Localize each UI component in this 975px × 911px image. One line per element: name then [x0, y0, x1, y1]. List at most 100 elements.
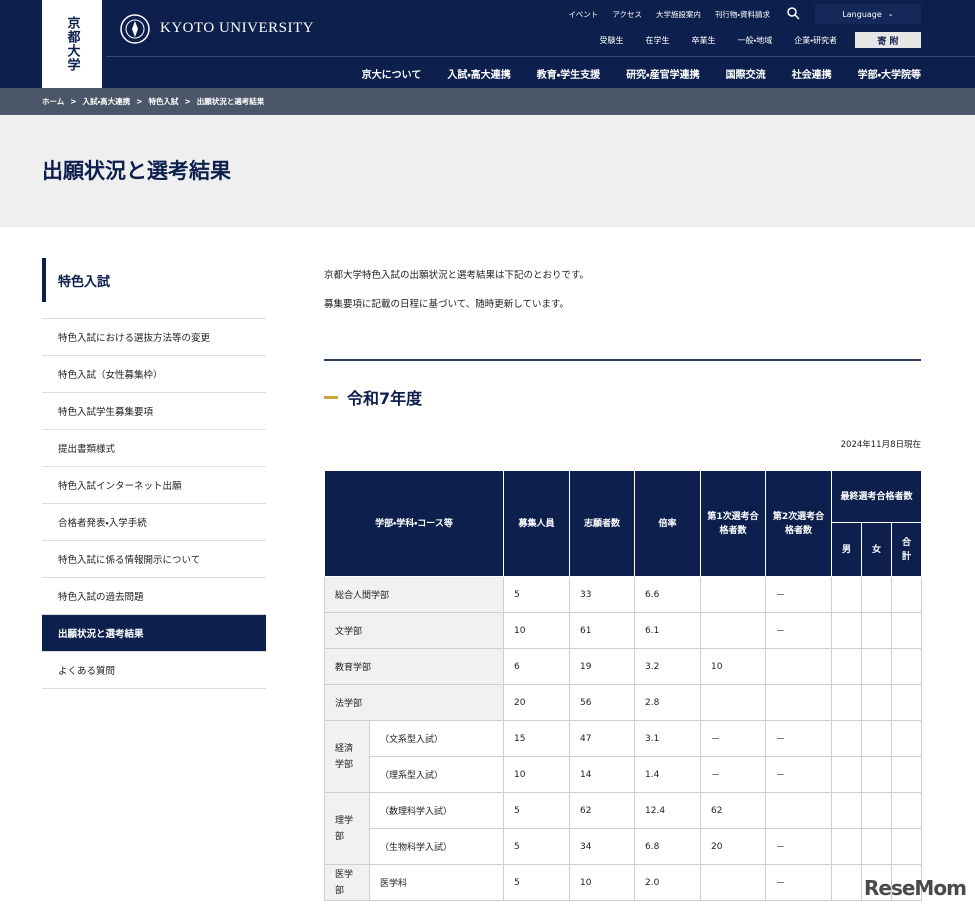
audience-link[interactable]: 受験生: [599, 36, 624, 45]
breadcrumb-item[interactable]: ホーム: [42, 97, 65, 106]
table-cell: [891, 648, 923, 685]
table-cell: －: [765, 864, 833, 901]
table-cell: [891, 612, 923, 649]
column-header: 倍率: [634, 470, 702, 577]
audience-link[interactable]: 企業・研究者: [794, 36, 837, 45]
table-cell: [831, 720, 863, 757]
table-cell: 3.1: [634, 720, 702, 757]
sidebar-item[interactable]: 特色入試（女性募集枠）: [42, 356, 266, 393]
sidebar-item[interactable]: 特色入試の過去問題: [42, 578, 266, 615]
sidebar-item[interactable]: 特色入試における選抜方法等の変更: [42, 319, 266, 356]
table-cell: 10: [700, 648, 767, 685]
sidebar-item[interactable]: 特色入試インターネット出願: [42, 467, 266, 504]
course-cell: （文系型入試）: [368, 720, 505, 757]
table-cell: 14: [569, 756, 636, 793]
nav-link[interactable]: 入試・高大連携: [447, 70, 511, 81]
table-cell: 19: [569, 648, 636, 685]
sidebar-item[interactable]: 合格者発表・入学手続: [42, 504, 266, 541]
table-cell: －: [765, 756, 833, 793]
column-header: 第1次選考合格者数: [700, 470, 767, 577]
table-cell: －: [765, 828, 833, 865]
table-cell: 15: [503, 720, 571, 757]
table-cell: [861, 828, 893, 865]
table-cell: 47: [569, 720, 636, 757]
table-cell: [861, 576, 893, 613]
faculty-cell: 理学部: [324, 792, 370, 865]
table-cell: [700, 864, 767, 901]
table-cell: [891, 756, 923, 793]
course-cell: （数理科学入試）: [368, 792, 505, 829]
table-cell: 61: [569, 612, 636, 649]
as-of-date: 2024年11月8日現在: [840, 440, 921, 450]
table-cell: [831, 792, 863, 829]
breadcrumb-item[interactable]: 入試・高大連携: [82, 97, 131, 106]
table-cell: [831, 612, 863, 649]
table-cell: 5: [503, 828, 571, 865]
course-cell: （理系型入試）: [368, 756, 505, 793]
audience-links: 受験生 在学生 卒業生 一般・地域 企業・研究者: [600, 35, 837, 46]
breadcrumb-item: 出願状況と選考結果: [196, 97, 265, 106]
table-cell: [861, 648, 893, 685]
top-link[interactable]: アクセス: [612, 10, 642, 19]
column-header: 最終選考合格者数: [831, 470, 923, 523]
table-cell: 5: [503, 864, 571, 901]
nav-link[interactable]: 学部・大学院等: [857, 70, 921, 81]
sidebar-item[interactable]: 出願状況と選考結果: [42, 615, 266, 652]
breadcrumb-item[interactable]: 特色入試: [148, 97, 179, 106]
top-link[interactable]: 刊行物・資料請求: [714, 10, 770, 19]
table-cell: [861, 792, 893, 829]
header-row: 男女合計: [325, 522, 923, 577]
table-cell: [831, 648, 863, 685]
logo[interactable]: 京都大学: [42, 0, 102, 88]
sidebar-item[interactable]: 特色入試学生募集要項: [42, 393, 266, 430]
table-cell: －: [765, 576, 833, 613]
table-cell: 2.0: [634, 864, 702, 901]
course-cell: 医学科: [368, 864, 505, 901]
table-cell: [861, 720, 893, 757]
sidebar-item[interactable]: 特色入試に係る情報開示について: [42, 541, 266, 578]
table-cell: [861, 684, 893, 721]
nav-link[interactable]: 国際交流: [725, 70, 766, 81]
table-cell: 3.2: [634, 648, 702, 685]
breadcrumb: ホーム > 入試・高大連携 > 特色入試 > 出願状況と選考結果: [0, 88, 975, 115]
audience-link[interactable]: 在学生: [645, 36, 670, 45]
sidebar-item[interactable]: 提出書類様式: [42, 430, 266, 467]
table-cell: 34: [569, 828, 636, 865]
table-cell: 56: [569, 684, 636, 721]
nav-link[interactable]: 研究・産官学連携: [626, 70, 700, 81]
audience-link[interactable]: 一般・地域: [737, 36, 773, 45]
donate-button[interactable]: 寄 附: [855, 32, 921, 48]
site-header: 京都大学 KYOTO UNIVERSITY イベント アクセス 大学施設案内 刊行物・…: [0, 0, 975, 88]
nav-link[interactable]: 京大について: [361, 70, 422, 81]
watermark: ReseMom: [864, 876, 967, 900]
table-cell: 6.1: [634, 612, 702, 649]
table-cell: [700, 612, 767, 649]
divider: [324, 359, 921, 361]
top-link[interactable]: イベント: [568, 10, 599, 19]
faculty-cell: 文学部: [323, 612, 505, 649]
top-link[interactable]: 大学施設案内: [655, 10, 701, 19]
table-cell: 6: [503, 648, 571, 685]
sidebar-item[interactable]: よくある質問: [42, 652, 266, 689]
nav-link[interactable]: 社会連携: [791, 70, 832, 81]
faculty-cell: 医学部: [324, 864, 370, 901]
table-cell: 6.8: [634, 828, 702, 865]
table-cell: [831, 864, 863, 901]
table-cell: －: [700, 720, 767, 757]
university-name[interactable]: KYOTO UNIVERSITY: [160, 20, 314, 36]
language-select[interactable]: Language ⌄: [815, 4, 921, 24]
table-row: （理系型入試） 10 14 1.4 －－: [325, 756, 923, 793]
search-icon[interactable]: [786, 6, 800, 20]
table-cell: [891, 576, 923, 613]
faculty-cell: 法学部: [323, 684, 505, 721]
header-divider: [106, 56, 975, 57]
table-cell: 6.6: [634, 576, 702, 613]
audience-link[interactable]: 卒業生: [691, 36, 716, 45]
table-cell: [891, 828, 923, 865]
nav-link[interactable]: 教育・学生支援: [536, 70, 601, 81]
intro-line: 京都大学特色入試の出願状況と選考結果は下記のとおりです。: [324, 270, 590, 281]
table-cell: [765, 792, 833, 829]
page-title: 出願状況と選考結果: [42, 159, 231, 183]
table-cell: [765, 684, 833, 721]
